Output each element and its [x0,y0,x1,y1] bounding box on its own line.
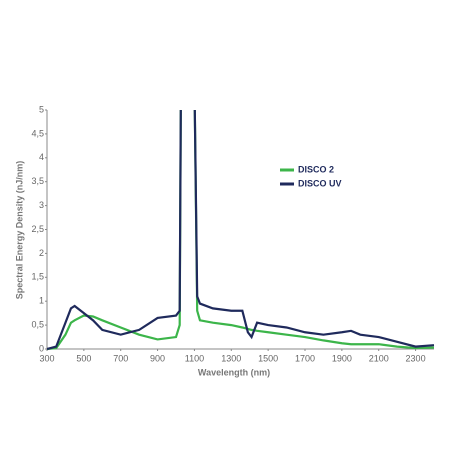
y-tick-label: 0 [39,343,44,353]
x-tick-label: 2100 [369,353,389,363]
x-tick-label: 1500 [258,353,278,363]
y-tick-label: 1 [39,296,44,306]
y-tick-label: 4,5 [31,128,44,138]
y-axis-label: Spectral Energy Density (nJ/nm) [14,161,24,300]
y-tick-label: 3,5 [31,176,44,186]
y-tick-label: 2,5 [31,224,44,234]
x-tick-label: 900 [150,353,165,363]
y-tick-label: 4 [39,152,44,162]
series-line [47,110,435,351]
y-tick-label: 5 [39,104,44,114]
x-tick-label: 300 [39,353,54,363]
x-tick-label: 500 [76,353,91,363]
x-tick-label: 1900 [332,353,352,363]
x-tick-label: 1100 [185,353,204,363]
legend-label: DISCO UV [298,178,342,188]
x-tick-label: 1700 [295,353,315,363]
legend-label: DISCO 2 [298,164,334,174]
x-tick-label: 2300 [406,353,426,363]
x-axis-label: Wavelength (nm) [198,367,270,377]
x-tick-label: 1300 [221,353,241,363]
y-tick-label: 0,5 [31,319,44,329]
series-line [47,110,435,351]
y-tick-label: 3 [39,200,44,210]
y-tick-label: 2 [39,248,44,258]
x-tick-label: 700 [113,353,128,363]
y-tick-label: 1,5 [31,272,44,282]
